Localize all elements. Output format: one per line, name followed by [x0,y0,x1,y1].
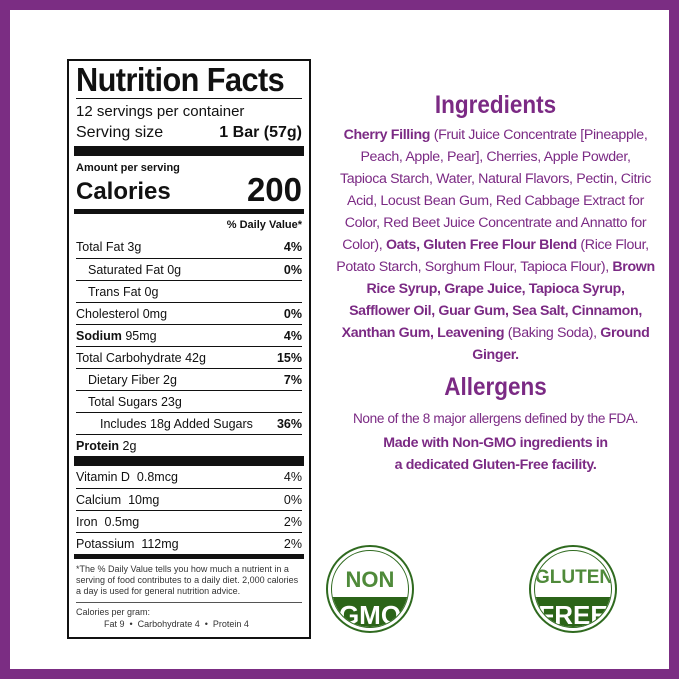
vitamin-row: Iron 0.5mg 2% [76,510,302,532]
nutrient-row: Dietary Fiber 2g 7% [76,368,302,390]
nutrient-label: Sodium [76,329,122,343]
nutrient-label: Total Carbohydrate [76,351,182,365]
vitamin-label: Iron [76,515,98,529]
nutrient-row: Includes 18g Added Sugars 36% [76,412,302,434]
ingredients-heading: Ingredients [434,91,557,119]
allergens-heading: Allergens [444,373,547,401]
nutrient-daily-value: 0% [283,263,302,277]
vitamin-amount: 0.5mg [104,515,140,529]
nutrient-daily-value: 0% [283,307,302,321]
nutrient-label: Total Sugars [88,395,158,409]
vitamin-row: Calcium 10mg 0% [76,488,302,510]
non-gmo-badge: NON GMO [326,545,414,633]
nutrient-label: Total Fat [76,240,124,254]
vitamin-label: Potassium [76,537,135,551]
nutrient-label: Dietary Fiber [88,373,160,387]
vitamin-daily-value: 4% [283,470,302,484]
calories-per-gram-label: Calories per gram: [76,607,151,617]
facility-statement: Made with Non-GMO ingredients in a dedic… [383,435,608,473]
nutrient-label: Protein [76,439,120,453]
nutrient-amount: 2g [122,439,137,453]
nutrient-amount: 23g [160,395,182,409]
vitamin-daily-value: 2% [283,537,302,551]
nutrient-amount: 0g [144,285,159,299]
vitamin-row: Vitamin D 0.8mcg 4% [76,466,302,488]
servings-per-container: 12 servings per container [76,103,245,120]
calories-value: 200 [246,171,302,208]
vitamin-label: Vitamin D [76,470,130,484]
nutrient-label: Cholesterol [76,307,140,321]
nutrient-row: Cholesterol 0mg 0% [76,302,302,324]
ingredient-segment: (Fruit Juice Concentrate [Pineapple, Pea… [340,127,651,253]
nutrient-daily-value: 7% [283,373,302,387]
product-panel: Nutrition Facts 12 servings per containe… [10,10,669,669]
nutrient-row: Saturated Fat 0g 0% [76,258,302,280]
vitamin-amount: 0.8mcg [136,470,178,484]
nutrient-amount: 3g [127,240,142,254]
gluten-free-badge: GLUTEN FREE [529,545,617,633]
calories-per-gram-values: Fat 9 • Carbohydrate 4 • Protein 4 [104,619,249,629]
vitamin-daily-value: 0% [283,493,302,507]
nutrient-amount: 0mg [142,307,168,321]
ingredients-panel: Ingredients Cherry Filling (Fruit Juice … [332,88,659,476]
nutrient-row: Sodium 95mg 4% [76,324,302,346]
nutrient-amount: 2g [163,373,177,387]
nutrient-row: Total Sugars 23g [76,390,302,412]
calories-label: Calories [76,178,171,205]
vitamin-amount: 10mg [128,493,160,507]
nutrient-daily-value: 4% [283,240,302,254]
nutrition-title: Nutrition Facts [76,61,285,98]
amount-per-serving: Amount per serving [76,162,180,174]
ingredient-segment: Cherry Filling [343,127,431,143]
nutrient-row: Trans Fat 0g [76,280,302,302]
ingredient-segment: (Baking Soda), [504,325,601,341]
nutrient-label: Saturated Fat [88,263,164,277]
nutrient-row: Protein 2g [76,434,302,456]
daily-value-header: % Daily Value* [226,219,302,231]
nutrient-label: Includes 18g Added Sugars [100,417,253,431]
nutrient-daily-value: 15% [276,351,302,365]
nutrient-row: Total Carbohydrate 42g 15% [76,346,302,368]
ingredient-segment: Oats, Gluten Free Flour Blend [385,237,577,253]
vitamin-daily-value: 2% [283,515,302,529]
nutrition-facts-label: Nutrition Facts 12 servings per containe… [67,59,311,639]
ingredient-segment: Ground Ginger. [472,325,650,363]
serving-size-label: Serving size [76,124,164,141]
ingredients-text: Cherry Filling (Fruit Juice Concentrate … [332,122,659,368]
footnote: *The % Daily Value tells you how much a … [76,564,299,596]
nutrient-row: Total Fat 3g 4% [76,236,302,258]
ingredient-segment: Brown Rice Syrup, Grape Juice, Tapioca S… [341,259,656,341]
vitamin-amount: 112mg [141,537,179,551]
ingredient-segment: (Rice Flour, Potato Starch, Sorghum Flou… [336,237,649,275]
nutrient-daily-value: 36% [276,417,302,431]
vitamin-label: Calcium [76,493,122,507]
nutrient-daily-value: 4% [283,329,302,343]
nutrient-label: Trans Fat [88,285,142,299]
vitamin-row: Potassium 112mg 2% [76,532,302,554]
allergens-statement: None of the 8 major allergens defined by… [352,411,639,426]
nutrient-amount: 0g [167,263,182,277]
nutrient-amount: 42g [185,351,206,365]
serving-size-value: 1 Bar (57g) [219,124,302,141]
nutrient-amount: 95mg [125,329,157,343]
